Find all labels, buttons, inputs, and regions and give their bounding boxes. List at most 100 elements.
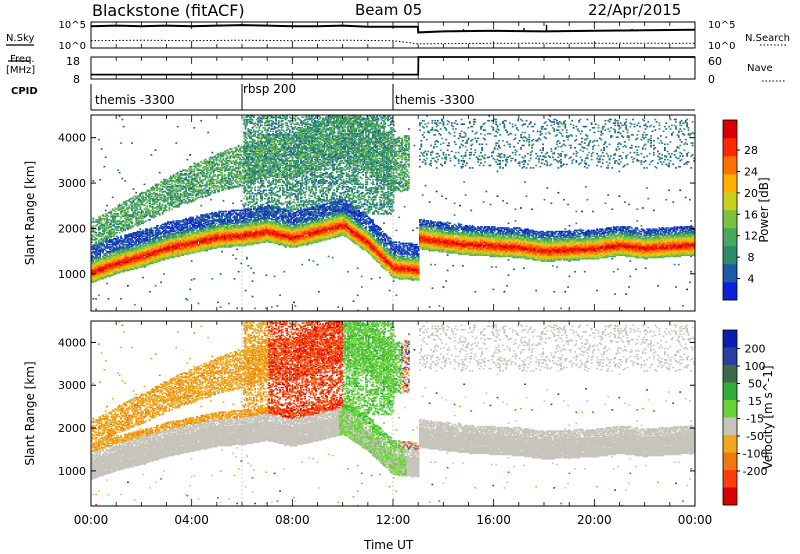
power-cell-1175 xyxy=(129,253,132,255)
power-cell-153 xyxy=(96,278,99,280)
power-cell-2280 xyxy=(165,256,168,259)
power-cell-1285 xyxy=(132,200,135,202)
power-cell-109 xyxy=(93,226,96,228)
power-cell-26 xyxy=(91,246,93,248)
power-cell-367 xyxy=(103,262,106,265)
power-cell-30 xyxy=(91,236,93,239)
power-cell-3864 xyxy=(212,182,215,184)
power-cell-1153 xyxy=(128,219,131,221)
power-cell-2576 xyxy=(174,195,176,197)
power-cell-2030 xyxy=(157,257,160,260)
power-cell-588 xyxy=(110,234,113,236)
power-cell-1538 xyxy=(140,232,143,234)
power-cell-2484 xyxy=(171,202,174,205)
power-cell-969 xyxy=(122,226,125,228)
power-cell-2048 xyxy=(157,236,160,239)
power-cell-2426 xyxy=(169,229,172,232)
power-cell-2655 xyxy=(176,223,179,226)
power-cell-483 xyxy=(107,270,110,273)
power-cell-689 xyxy=(113,209,115,212)
power-cell-2712 xyxy=(178,203,180,206)
power-cell-1815 xyxy=(150,259,153,261)
power-cell-1390 xyxy=(136,249,139,252)
power-cell-910 xyxy=(121,254,124,256)
power-cell-1218 xyxy=(131,248,133,251)
power-cell-1138 xyxy=(128,244,131,247)
power-cell-2099 xyxy=(158,207,161,209)
power-cell-1602 xyxy=(143,266,146,268)
power-cell-321 xyxy=(102,270,104,273)
power-cell-2304 xyxy=(165,223,168,226)
power-cell-1484 xyxy=(139,243,142,246)
power-cell-818 xyxy=(118,266,121,268)
power-cell-1392 xyxy=(136,247,139,249)
power-cell-1753 xyxy=(147,210,150,213)
power-cell-2296 xyxy=(165,236,168,239)
power-cell-2292 xyxy=(165,241,168,243)
power-cell-1975 xyxy=(154,197,157,200)
power-cell-1430 xyxy=(138,256,140,259)
power-cell-2492 xyxy=(171,189,174,192)
power-cell-2398 xyxy=(168,190,171,193)
power-cell-937 xyxy=(121,203,124,206)
power-cell-211 xyxy=(97,249,100,252)
power-cell-2219 xyxy=(163,210,165,213)
power-cell-1711 xyxy=(146,228,149,230)
power-cell-2024 xyxy=(156,187,158,189)
power-cell-791 xyxy=(117,252,120,254)
power-cell-47 xyxy=(92,269,95,272)
power-cell-2442 xyxy=(169,190,172,193)
power-cell-2090 xyxy=(158,233,161,235)
power-cell-2556 xyxy=(174,243,176,246)
power-cell-2405 xyxy=(168,177,171,180)
power-cell-1333 xyxy=(135,261,138,264)
power-cell-1291 xyxy=(133,266,136,268)
power-cell-2582 xyxy=(174,181,176,183)
power-cell-498 xyxy=(107,250,110,253)
power-cell-1157 xyxy=(128,207,131,209)
power-cell-2039 xyxy=(157,247,160,249)
power-cell-930 xyxy=(121,215,124,217)
power-cell-293 xyxy=(100,257,103,260)
power-cell-2674 xyxy=(176,180,179,182)
power-cell-1857 xyxy=(151,255,154,258)
power-cell-815 xyxy=(118,269,121,272)
power-cell-1756 xyxy=(147,202,150,205)
power-cell-752 xyxy=(115,248,118,251)
power-cell-679 xyxy=(113,229,115,232)
power-cell-354 xyxy=(102,214,104,216)
power-cell-485 xyxy=(107,268,110,271)
power-cell-1732 xyxy=(147,254,150,256)
power-cell-694 xyxy=(114,268,117,271)
power-cell-320 xyxy=(102,272,104,274)
power-cell-151 xyxy=(95,219,97,221)
power-cell-683 xyxy=(113,220,115,222)
power-cell-45 xyxy=(92,272,95,274)
power-cell-1843 xyxy=(150,203,153,206)
power-cell-345 xyxy=(102,234,104,236)
power-cell-2952 xyxy=(186,299,189,301)
power-cell-1856 xyxy=(151,256,154,259)
power-cell-846 xyxy=(118,221,121,223)
power-cell-2350 xyxy=(167,196,169,199)
power-cell-1653 xyxy=(145,249,147,252)
power-cell-2343 xyxy=(167,226,169,228)
power-cell-778 xyxy=(117,267,120,269)
power-cell-2346 xyxy=(167,202,169,205)
power-cell-1059 xyxy=(125,220,128,222)
power-cell-2246 xyxy=(164,243,167,246)
power-cell-1632 xyxy=(143,208,146,210)
power-cell-1411 xyxy=(136,210,139,213)
power-cell-722 xyxy=(114,226,117,228)
power-cell-466 xyxy=(106,229,108,232)
power-cell-2120 xyxy=(160,252,162,254)
power-cell-2261 xyxy=(164,224,167,227)
power-cell-2542 xyxy=(172,180,175,182)
power-cell-583 xyxy=(110,241,113,243)
power-cell-2670 xyxy=(176,189,179,192)
power-cell-2233 xyxy=(163,178,165,181)
power-cell-595 xyxy=(110,223,113,226)
power-cell-2575 xyxy=(174,196,176,199)
power-cell-1620 xyxy=(143,242,146,245)
power-cell-2611 xyxy=(175,221,178,223)
